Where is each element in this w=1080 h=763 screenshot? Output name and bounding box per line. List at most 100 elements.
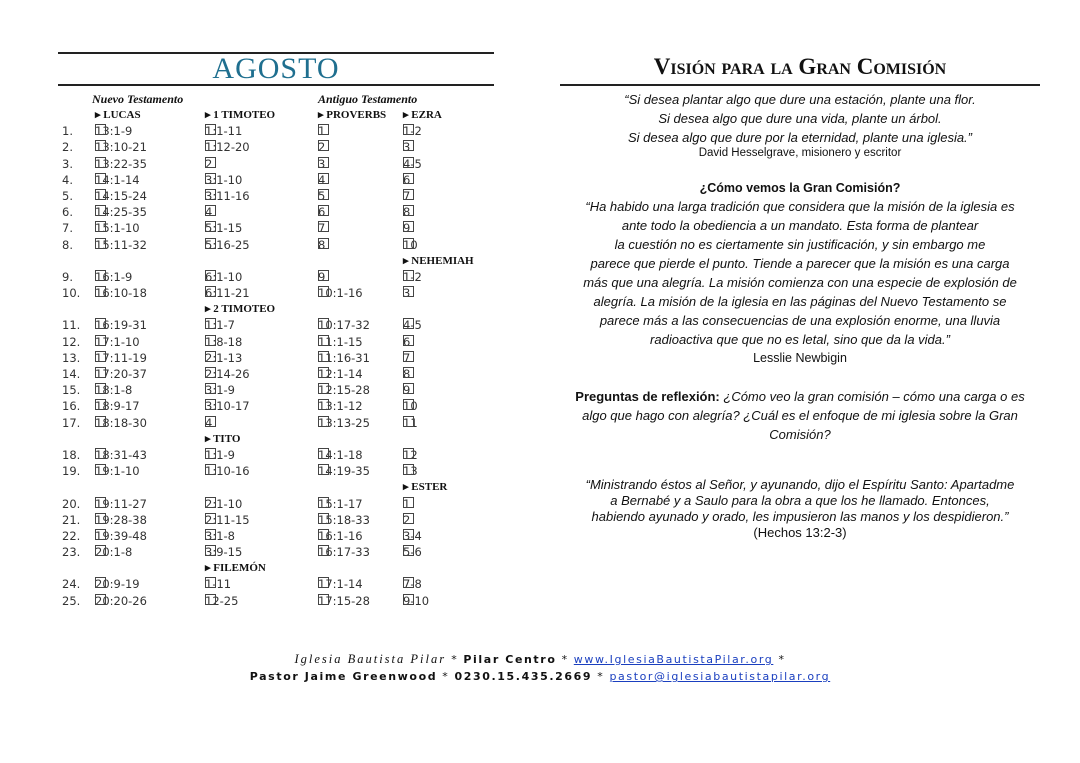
checkbox[interactable]: [403, 496, 414, 508]
checkbox[interactable]: [318, 286, 329, 298]
checkbox[interactable]: [403, 593, 414, 605]
checkbox[interactable]: [403, 545, 414, 557]
checkbox[interactable]: [318, 593, 329, 605]
checkbox[interactable]: [318, 172, 329, 184]
checkbox[interactable]: [318, 334, 329, 346]
checkbox[interactable]: [403, 350, 414, 362]
checkbox[interactable]: [318, 318, 329, 330]
checkbox[interactable]: [205, 286, 216, 298]
checkbox[interactable]: [95, 221, 106, 233]
checkbox[interactable]: [95, 140, 106, 152]
checkbox[interactable]: [403, 447, 414, 459]
checkbox[interactable]: [205, 156, 216, 168]
checkbox[interactable]: [318, 221, 329, 233]
checkbox[interactable]: [95, 334, 106, 346]
checkbox[interactable]: [403, 318, 414, 330]
checkbox[interactable]: [95, 286, 106, 298]
checkbox[interactable]: [318, 124, 329, 136]
checkbox[interactable]: [95, 269, 106, 281]
checkbox[interactable]: [95, 237, 106, 249]
checkbox[interactable]: [205, 124, 216, 136]
checkbox[interactable]: [318, 464, 329, 476]
checkbox[interactable]: [95, 399, 106, 411]
checkbox[interactable]: [318, 205, 329, 217]
checkbox[interactable]: [318, 528, 329, 540]
checkbox[interactable]: [318, 350, 329, 362]
checkbox[interactable]: [95, 367, 106, 378]
checkbox[interactable]: [95, 415, 106, 427]
checkbox[interactable]: [403, 367, 414, 378]
checkbox[interactable]: [205, 383, 216, 395]
checkbox[interactable]: [403, 188, 414, 200]
checkbox[interactable]: [205, 237, 216, 249]
checkbox[interactable]: [318, 399, 329, 411]
checkbox[interactable]: [95, 464, 106, 476]
checkbox[interactable]: [205, 172, 216, 184]
checkbox[interactable]: [403, 512, 414, 524]
checkbox[interactable]: [318, 447, 329, 459]
website-link[interactable]: www.IglesiaBautistaPilar.org: [573, 653, 774, 666]
email-link[interactable]: pastor@iglesiabautistapilar.org: [609, 670, 831, 683]
checkbox[interactable]: [205, 593, 216, 605]
checkbox[interactable]: [403, 205, 414, 217]
checkbox[interactable]: [205, 577, 216, 589]
checkbox[interactable]: [403, 464, 414, 476]
checkbox[interactable]: [403, 399, 414, 411]
checkbox[interactable]: [95, 528, 106, 540]
checkbox[interactable]: [403, 172, 414, 184]
checkbox[interactable]: [403, 140, 414, 152]
checkbox[interactable]: [95, 577, 106, 589]
checkbox[interactable]: [205, 512, 216, 524]
checkbox[interactable]: [95, 512, 106, 524]
checkbox[interactable]: [205, 140, 216, 152]
checkbox[interactable]: [318, 156, 329, 168]
checkbox[interactable]: [318, 188, 329, 200]
checkbox[interactable]: [95, 318, 106, 330]
checkbox[interactable]: [318, 383, 329, 395]
checkbox[interactable]: [95, 545, 106, 557]
checkbox[interactable]: [205, 367, 216, 378]
checkbox[interactable]: [95, 156, 106, 168]
checkbox[interactable]: [205, 447, 216, 459]
checkbox[interactable]: [95, 383, 106, 395]
checkbox[interactable]: [403, 577, 414, 589]
checkbox[interactable]: [403, 383, 414, 395]
checkbox[interactable]: [403, 528, 414, 540]
checkbox[interactable]: [205, 528, 216, 540]
checkbox[interactable]: [205, 350, 216, 362]
checkbox[interactable]: [205, 334, 216, 346]
checkbox[interactable]: [205, 221, 216, 233]
checkbox[interactable]: [205, 415, 216, 427]
checkbox[interactable]: [403, 124, 414, 136]
checkbox[interactable]: [318, 577, 329, 589]
checkbox[interactable]: [205, 188, 216, 200]
checkbox[interactable]: [318, 237, 329, 249]
checkbox[interactable]: [205, 496, 216, 508]
checkbox[interactable]: [318, 269, 329, 281]
checkbox[interactable]: [205, 205, 216, 217]
checkbox[interactable]: [403, 415, 414, 427]
checkbox[interactable]: [205, 318, 216, 330]
checkbox[interactable]: [95, 593, 106, 605]
checkbox[interactable]: [95, 172, 106, 184]
checkbox[interactable]: [205, 269, 216, 281]
checkbox[interactable]: [95, 447, 106, 459]
checkbox[interactable]: [95, 496, 106, 508]
checkbox[interactable]: [403, 269, 414, 281]
checkbox[interactable]: [403, 286, 414, 298]
checkbox[interactable]: [318, 512, 329, 524]
checkbox[interactable]: [318, 415, 329, 427]
checkbox[interactable]: [318, 496, 329, 508]
checkbox[interactable]: [318, 545, 329, 557]
checkbox[interactable]: [95, 188, 106, 200]
checkbox[interactable]: [95, 205, 106, 217]
checkbox[interactable]: [403, 156, 414, 168]
checkbox[interactable]: [95, 124, 106, 136]
checkbox[interactable]: [95, 350, 106, 362]
checkbox[interactable]: [403, 221, 414, 233]
checkbox[interactable]: [205, 545, 216, 557]
checkbox[interactable]: [403, 237, 414, 249]
checkbox[interactable]: [205, 464, 216, 476]
checkbox[interactable]: [318, 367, 329, 378]
checkbox[interactable]: [318, 140, 329, 152]
